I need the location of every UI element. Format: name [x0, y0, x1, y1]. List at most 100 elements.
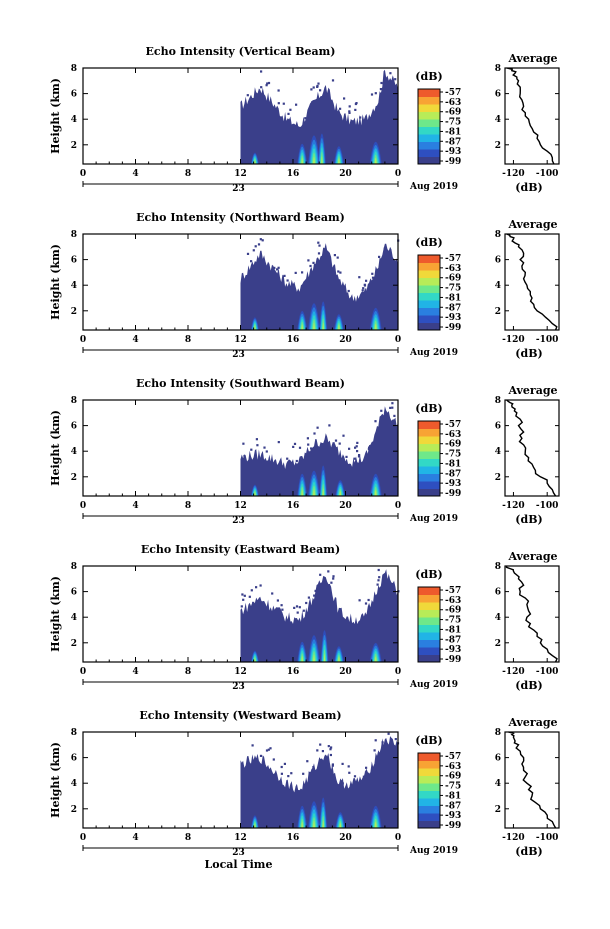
echo-speckle	[374, 92, 377, 95]
echo-speckle	[367, 447, 370, 451]
colorbar-tick-label: -93	[445, 645, 461, 655]
echo-speckle	[252, 249, 255, 252]
colorbar-tick-label: -69	[445, 440, 461, 450]
x-tick-label: 20	[339, 501, 352, 511]
echo-speckle	[319, 573, 322, 576]
echo-region	[240, 569, 398, 662]
echo-speckle	[307, 443, 310, 446]
y-axis-label: Height (km)	[49, 576, 62, 652]
x-tick-label: -100	[536, 501, 559, 511]
y-tick-label: 8	[71, 230, 77, 240]
panel-title: Echo Intensity (Northward Beam)	[136, 211, 345, 224]
echo-core	[254, 657, 256, 662]
colorbar-swatch	[418, 262, 440, 271]
heatmap-panel: Echo Intensity (Westward Beam) 0 4 8 12 16 20 0…	[49, 709, 461, 871]
average-frame	[504, 67, 560, 165]
echo-speckle	[298, 606, 301, 609]
x-tick-label: 8	[185, 833, 191, 843]
colorbar-tick-label: -93	[445, 313, 461, 323]
echo-speckle	[389, 406, 392, 409]
colorbar-tick-label: -75	[445, 284, 461, 294]
colorbar-swatch	[418, 421, 440, 429]
echo-core	[339, 490, 342, 496]
echo-speckle	[267, 748, 270, 751]
x-tick-label: 20	[339, 833, 352, 843]
echo-speckle	[354, 102, 357, 106]
echo-speckle	[259, 584, 262, 587]
echo-speckle	[341, 782, 344, 785]
colorbar-swatch	[418, 255, 440, 263]
echo-speckle	[304, 117, 307, 120]
echo-speckle	[308, 771, 311, 774]
echo-speckle	[357, 455, 361, 458]
echo-core	[313, 489, 315, 496]
colorbar-swatch	[418, 141, 440, 150]
average-title: Average	[507, 550, 557, 563]
y-tick-label: 8	[495, 64, 501, 74]
y-tick-label: 4	[71, 115, 77, 125]
y-tick-label: 8	[495, 728, 501, 738]
echo-speckle	[241, 593, 244, 596]
date-month-label: Aug 2019	[409, 514, 458, 524]
colorbar-swatch	[418, 654, 440, 663]
echo-speckle	[254, 245, 257, 248]
echo-speckle	[361, 289, 364, 292]
x-tick-label: 4	[132, 501, 138, 511]
echo-speckle	[318, 244, 321, 247]
date-day-label: 23	[232, 682, 245, 692]
average-title: Average	[507, 218, 557, 231]
colorbar-tick-label: -63	[445, 762, 461, 772]
y-tick-label: 4	[495, 281, 501, 291]
colorbar-tick-label: -75	[445, 782, 461, 792]
colorbar-tick-label: -87	[445, 801, 461, 811]
colorbar-swatch	[418, 617, 440, 625]
echo-speckle	[243, 454, 246, 458]
echo-speckle	[313, 263, 317, 266]
average-panel: Average -120 -100 2 4 6 8 (dB)	[495, 218, 560, 360]
x-tick-label: 8	[185, 169, 191, 179]
echo-speckle	[347, 765, 350, 768]
echo-core	[323, 654, 326, 662]
x-tick-label: 20	[339, 667, 352, 677]
echo-speckle	[277, 102, 280, 105]
echo-speckle	[365, 279, 368, 282]
echo-speckle	[310, 88, 313, 91]
panel-title: Echo Intensity (Eastward Beam)	[141, 543, 340, 556]
colorbar-tick-label: -87	[445, 469, 461, 479]
colorbar-tick-label: -81	[445, 625, 461, 635]
y-tick-label: 2	[71, 473, 77, 483]
colorbar-tick-label: -63	[445, 98, 461, 108]
echo-speckle	[347, 289, 350, 293]
colorbar-swatch	[418, 119, 440, 127]
colorbar-swatch	[418, 322, 440, 331]
x-axis-label: (dB)	[515, 679, 542, 692]
colorbar-swatch	[418, 466, 440, 474]
x-tick-label: 8	[185, 335, 191, 345]
y-tick-label: 2	[495, 805, 501, 815]
y-tick-label: 2	[495, 639, 501, 649]
y-tick-label: 2	[495, 141, 501, 151]
colorbar-tick-label: -87	[445, 303, 461, 313]
x-tick-label: 4	[132, 667, 138, 677]
echo-speckle	[359, 116, 362, 119]
average-panel: Average -120 -100 2 4 6 8 (dB)	[495, 550, 560, 692]
colorbar-tick-label: -69	[445, 274, 461, 284]
echo-speckle	[290, 772, 293, 775]
echo-speckle	[394, 78, 397, 81]
colorbar-frame	[417, 752, 441, 829]
colorbar-swatch	[418, 805, 440, 814]
echo-speckle	[376, 583, 379, 586]
echo-speckle	[277, 607, 280, 610]
echo-speckle	[265, 84, 268, 87]
average-profile-line	[506, 399, 557, 497]
x-tick-label: 0	[395, 335, 401, 345]
echo-speckle	[374, 739, 377, 742]
y-tick-label: 2	[71, 639, 77, 649]
colorbar-tick-label: -69	[445, 108, 461, 118]
colorbar-swatch	[418, 451, 440, 459]
echo-speckle	[280, 604, 283, 607]
echo-speckle	[240, 605, 243, 608]
colorbar-tick-label: -99	[445, 655, 461, 665]
average-profile-line	[505, 565, 558, 663]
echo-speckle	[287, 775, 290, 778]
